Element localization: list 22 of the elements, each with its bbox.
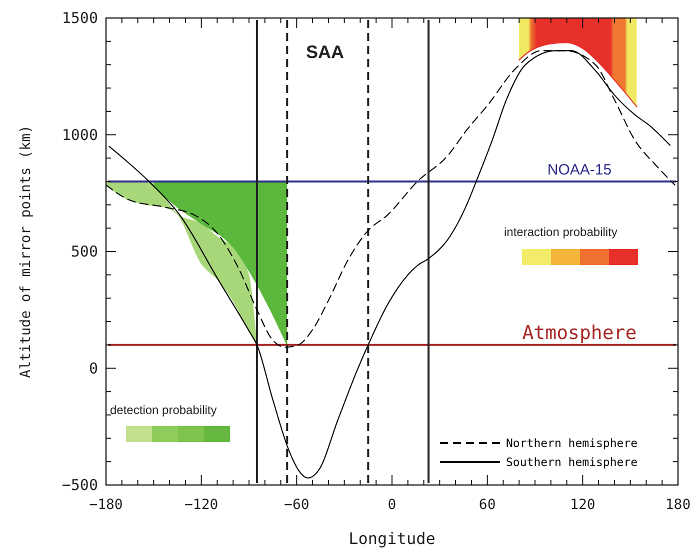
y-axis-title: Altitude of mirror points (km) <box>18 125 34 378</box>
line-series <box>518 42 638 108</box>
y-tick-label: 500 <box>70 242 98 260</box>
annotation: interaction probability <box>504 225 618 239</box>
ref-line-label: Atmosphere <box>522 322 637 344</box>
y-tick-label: 1000 <box>62 126 98 144</box>
x-tick-label: −180 <box>89 497 123 513</box>
annotation: SAA <box>306 42 344 62</box>
legend-label: Northern hemisphere <box>506 436 638 450</box>
legend-label: Southern hemisphere <box>506 455 638 469</box>
x-tick-label: −60 <box>284 497 310 513</box>
ref-line-label: NOAA-15 <box>547 161 612 178</box>
x-tick-label: 60 <box>478 497 496 513</box>
y-tick-label: 0 <box>88 359 98 378</box>
x-tick-label: −120 <box>184 497 218 513</box>
x-tick-label: 180 <box>665 497 691 513</box>
x-tick-label: 120 <box>570 497 596 513</box>
annotation: detection probability <box>110 403 217 417</box>
x-axis-title: Longitude <box>348 529 436 548</box>
x-tick-label: 0 <box>388 497 396 513</box>
y-tick-label: −500 <box>62 476 98 494</box>
y-tick-label: 1500 <box>62 9 98 27</box>
